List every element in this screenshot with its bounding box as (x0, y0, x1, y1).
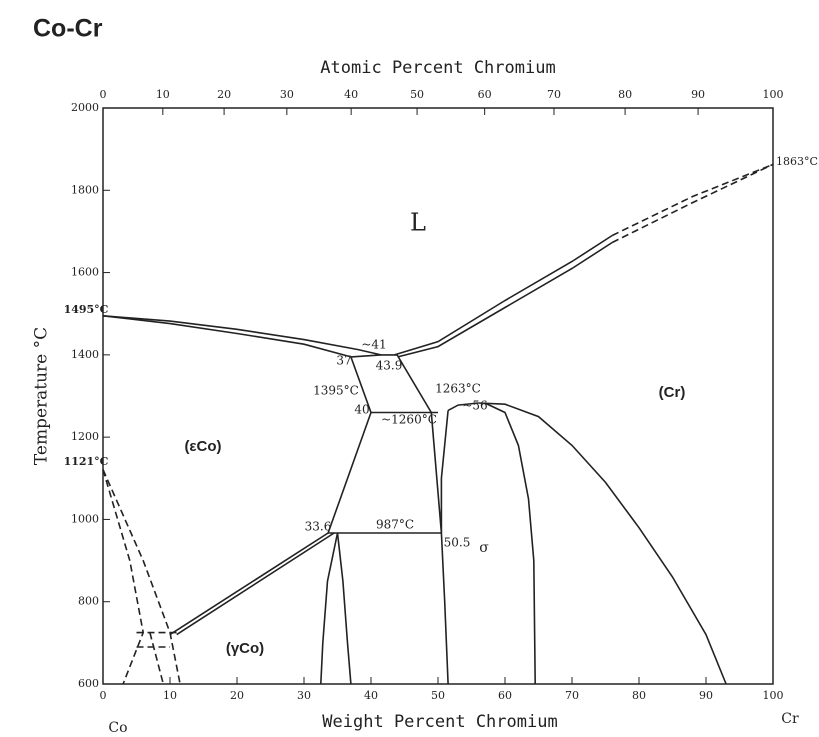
x2-tick-label: 30 (280, 88, 294, 101)
x2-tick-label: 20 (217, 88, 231, 101)
y-tick-label: 1400 (71, 348, 99, 361)
chart-title: Co-Cr (33, 15, 103, 43)
annotation: ~56 (462, 399, 487, 413)
end-label: Co (108, 720, 127, 736)
x-tick-label: 50 (431, 689, 445, 702)
annotation: (εCo) (184, 438, 221, 455)
x-tick-label: 0 (100, 689, 107, 702)
y-tick-label: 1000 (71, 512, 99, 525)
x2-tick-label: 0 (100, 88, 107, 101)
annotation: 43.9 (376, 359, 403, 373)
annotation: 33.6 (305, 520, 332, 534)
annotation: 1495°C (64, 303, 109, 316)
x-tick-label: 60 (498, 689, 512, 702)
x2-tick-label: 50 (410, 88, 424, 101)
x2-tick-label: 100 (763, 88, 784, 101)
annotation: 1863°C (776, 155, 818, 168)
y-tick-label: 600 (78, 677, 99, 690)
annotation: 1121°C (64, 455, 109, 468)
y-tick-label: 1600 (71, 266, 99, 279)
y-tick-label: 800 (78, 595, 99, 608)
x2-tick-label: 60 (478, 88, 492, 101)
x2-tick-label: 70 (547, 88, 561, 101)
annotation: 1263°C (435, 382, 481, 396)
annotation: 40 (354, 403, 369, 417)
x-tick-label: 80 (632, 689, 646, 702)
x2-tick-label: 90 (691, 88, 705, 101)
y-tick-label: 1200 (71, 430, 99, 443)
annotation: σ (479, 540, 489, 556)
annotation: ~41 (361, 338, 386, 352)
y-axis-label: Temperature °C (32, 327, 52, 465)
annotation: 37 (336, 354, 351, 368)
annotation: 50.5 (444, 536, 471, 550)
y-tick-label: 1800 (71, 183, 99, 196)
annotation: 987°C (376, 518, 414, 532)
annotation: (Cr) (659, 384, 686, 401)
chart: Co-Cr Atomic Percent Chromium Weight Per… (0, 0, 819, 737)
x-tick-label: 20 (230, 689, 244, 702)
y-tick-label: 2000 (71, 101, 99, 114)
x-tick-label: 40 (364, 689, 378, 702)
x2-tick-label: 10 (156, 88, 170, 101)
annotation: ~1260°C (381, 413, 437, 427)
x-axis-label: Weight Percent Chromium (322, 712, 557, 732)
x-tick-label: 70 (565, 689, 579, 702)
x-tick-label: 90 (699, 689, 713, 702)
annotation: 1395°C (313, 384, 359, 398)
background (0, 0, 819, 737)
x-tick-label: 30 (297, 689, 311, 702)
x2-axis-label: Atomic Percent Chromium (320, 58, 555, 78)
x-tick-label: 100 (763, 689, 784, 702)
x2-tick-label: 80 (618, 88, 632, 101)
end-label: Cr (781, 711, 799, 727)
x2-tick-label: 40 (344, 88, 358, 101)
annotation: L (410, 209, 426, 237)
annotation: (γCo) (226, 640, 264, 657)
x-tick-label: 10 (163, 689, 177, 702)
